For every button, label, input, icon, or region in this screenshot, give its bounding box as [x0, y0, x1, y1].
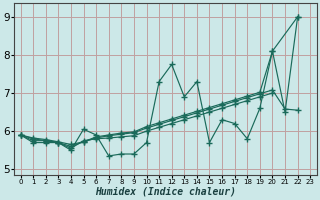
- X-axis label: Humidex (Indice chaleur): Humidex (Indice chaleur): [95, 187, 236, 197]
